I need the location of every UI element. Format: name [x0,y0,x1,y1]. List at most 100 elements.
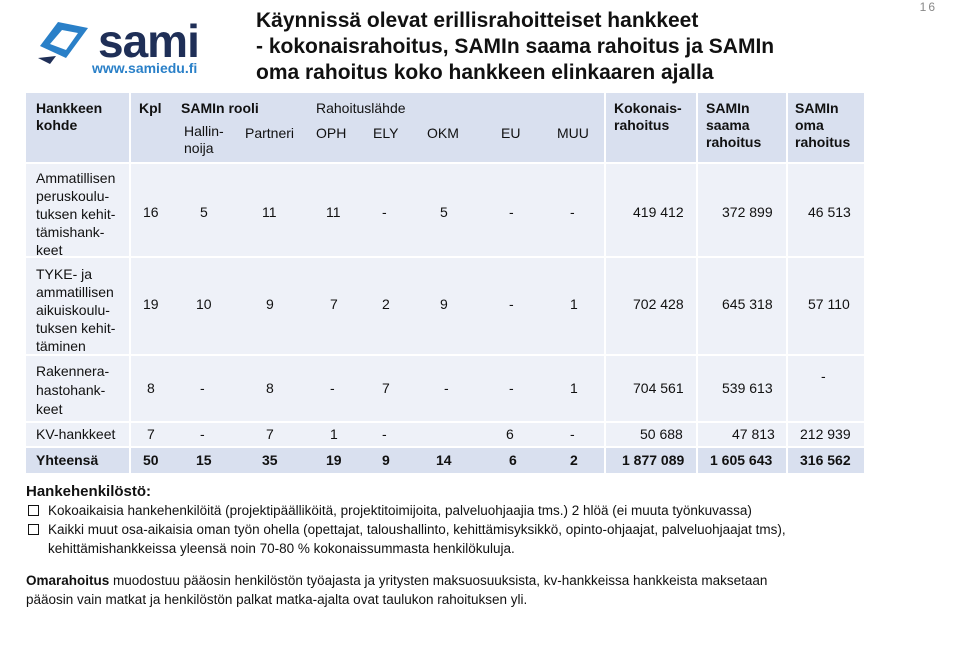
column-divider [129,93,131,473]
page-number: 16 [919,0,937,14]
cell-ely: 2 [382,296,390,312]
cell-saama: 645 318 [722,296,773,312]
title-line-2: - kokonaisrahoitus, SAMIn saama rahoitus… [256,35,775,58]
cell-muu: 2 [570,452,578,468]
cell-eu: - [509,296,514,312]
cell-kpl: 7 [147,426,155,442]
title-line-1: Käynnissä olevat erillisrahoitteiset han… [256,9,699,32]
cell-oph: 11 [326,204,341,220]
cell-oma: 46 513 [808,204,851,220]
row-kohde: Yhteensä [36,452,99,468]
header-oma: SAMIn oma rahoitus [795,100,851,150]
cell-oph: - [330,380,335,396]
cell-ely: - [382,426,387,442]
cell-okm: - [444,380,449,396]
sami-logo: sami www.samiedu.fi [36,16,226,76]
column-divider [786,93,788,473]
cell-kokonais: 704 561 [633,380,684,396]
cell-okm: 9 [440,296,448,312]
cell-saama: 372 899 [722,204,773,220]
list-item: Kaikki muut osa-aikaisia oman työn ohell… [26,520,926,539]
cell-partneri: 35 [262,452,278,468]
cell-ely: - [382,204,387,220]
sami-logo-icon [38,22,88,64]
cell-muu: 1 [570,296,578,312]
cell-oma: 316 562 [800,452,851,468]
cell-oph: 1 [330,426,338,442]
header-eu: EU [501,125,521,141]
cell-oma: 57 110 [808,296,850,312]
row-kohde: KV-hankkeet [36,426,116,442]
cell-oma: - [821,368,826,384]
cell-okm: 14 [436,452,452,468]
cell-kpl: 16 [143,204,159,220]
cell-hallinnoija: - [200,380,205,396]
cell-eu: 6 [509,452,517,468]
header-kohde: Hankkeen kohde [36,100,103,133]
column-divider [696,93,698,473]
para-line-1: muodostuu pääosin henkilöstön työajasta … [109,573,768,588]
row-kohde: Ammatillisen peruskoulu- tuksen kehit- t… [36,170,116,258]
cell-eu: - [509,204,514,220]
cell-hallinnoija: 15 [196,452,212,468]
table-row: Rakennera- hastohank- keet 8 - 8 - 7 - -… [26,356,864,421]
own-funding-paragraph: Omarahoitus muodostuu pääosin henkilöstö… [26,571,926,609]
cell-kokonais: 1 877 089 [622,452,685,468]
header-kokonais: Kokonais-rahoitus [614,100,682,133]
title-line-3: oma rahoitus koko hankkeen elinkaaren aj… [256,61,714,84]
table-row-total: Yhteensä 50 15 35 19 9 14 6 2 1 877 089 … [26,448,864,473]
cell-kokonais: 50 688 [640,426,683,442]
cell-kpl: 50 [143,452,159,468]
cell-oph: 19 [326,452,342,468]
page-title: Käynnissä olevat erillisrahoitteiset han… [256,8,896,86]
cell-eu: - [509,380,514,396]
cell-partneri: 9 [266,296,274,312]
list-item-continuation: kehittämishankkeissa yleensä noin 70-80 … [48,541,515,556]
header-rooli: SAMIn rooli [181,100,259,116]
para-line-2: pääosin vain matkat ja henkilöstön palka… [26,592,528,607]
cell-ely: 9 [382,452,390,468]
cell-hallinnoija: 10 [196,296,212,312]
header-okm: OKM [427,125,459,141]
logo-url: www.samiedu.fi [92,60,198,76]
cell-saama: 47 813 [732,426,775,442]
para-term: Omarahoitus [26,573,110,588]
cell-hallinnoija: 5 [200,204,208,220]
cell-saama: 539 613 [722,380,773,396]
table-row: Ammatillisen peruskoulu- tuksen kehit- t… [26,164,864,258]
staff-notes: Hankehenkilöstö: Kokoaikaisia hankehenki… [26,482,926,558]
list-item: Kokoaikaisia hankehenkilöitä (projektipä… [26,501,926,520]
logo-wordmark: sami [98,15,200,67]
cell-saama: 1 605 643 [710,452,773,468]
cell-muu: - [570,204,575,220]
header-kpl: Kpl [139,100,162,116]
notes-title: Hankehenkilöstö: [26,483,152,500]
checkbox-bullet-icon [28,505,39,516]
row-kohde: Rakennera- hastohank- keet [36,363,110,417]
cell-partneri: 8 [266,380,274,396]
cell-eu: 6 [506,426,514,442]
header-saama: SAMIn saama rahoitus [706,100,762,150]
header-partneri: Partneri [245,125,295,141]
cell-okm: 5 [440,204,448,220]
cell-partneri: 7 [266,426,274,442]
cell-muu: 1 [570,380,578,396]
header-rahoituslahde: Rahoituslähde [316,100,406,116]
table-header [26,93,864,162]
cell-oph: 7 [330,296,338,312]
cell-muu: - [570,426,575,442]
header-muu: MUU [557,125,589,141]
cell-kokonais: 419 412 [633,204,684,220]
cell-partneri: 11 [262,204,277,220]
cell-kpl: 8 [147,380,155,396]
cell-ely: 7 [382,380,390,396]
checkbox-bullet-icon [28,524,39,535]
cell-hallinnoija: - [200,426,205,442]
column-divider [604,93,606,473]
cell-oma: 212 939 [800,426,851,442]
row-kohde: TYKE- ja ammatillisen aikuiskoulu- tukse… [36,266,116,354]
cell-kokonais: 702 428 [633,296,684,312]
header-ely: ELY [373,125,399,141]
table-row: KV-hankkeet 7 - 7 1 - 6 - 50 688 47 813 … [26,423,864,446]
cell-kpl: 19 [143,296,159,312]
